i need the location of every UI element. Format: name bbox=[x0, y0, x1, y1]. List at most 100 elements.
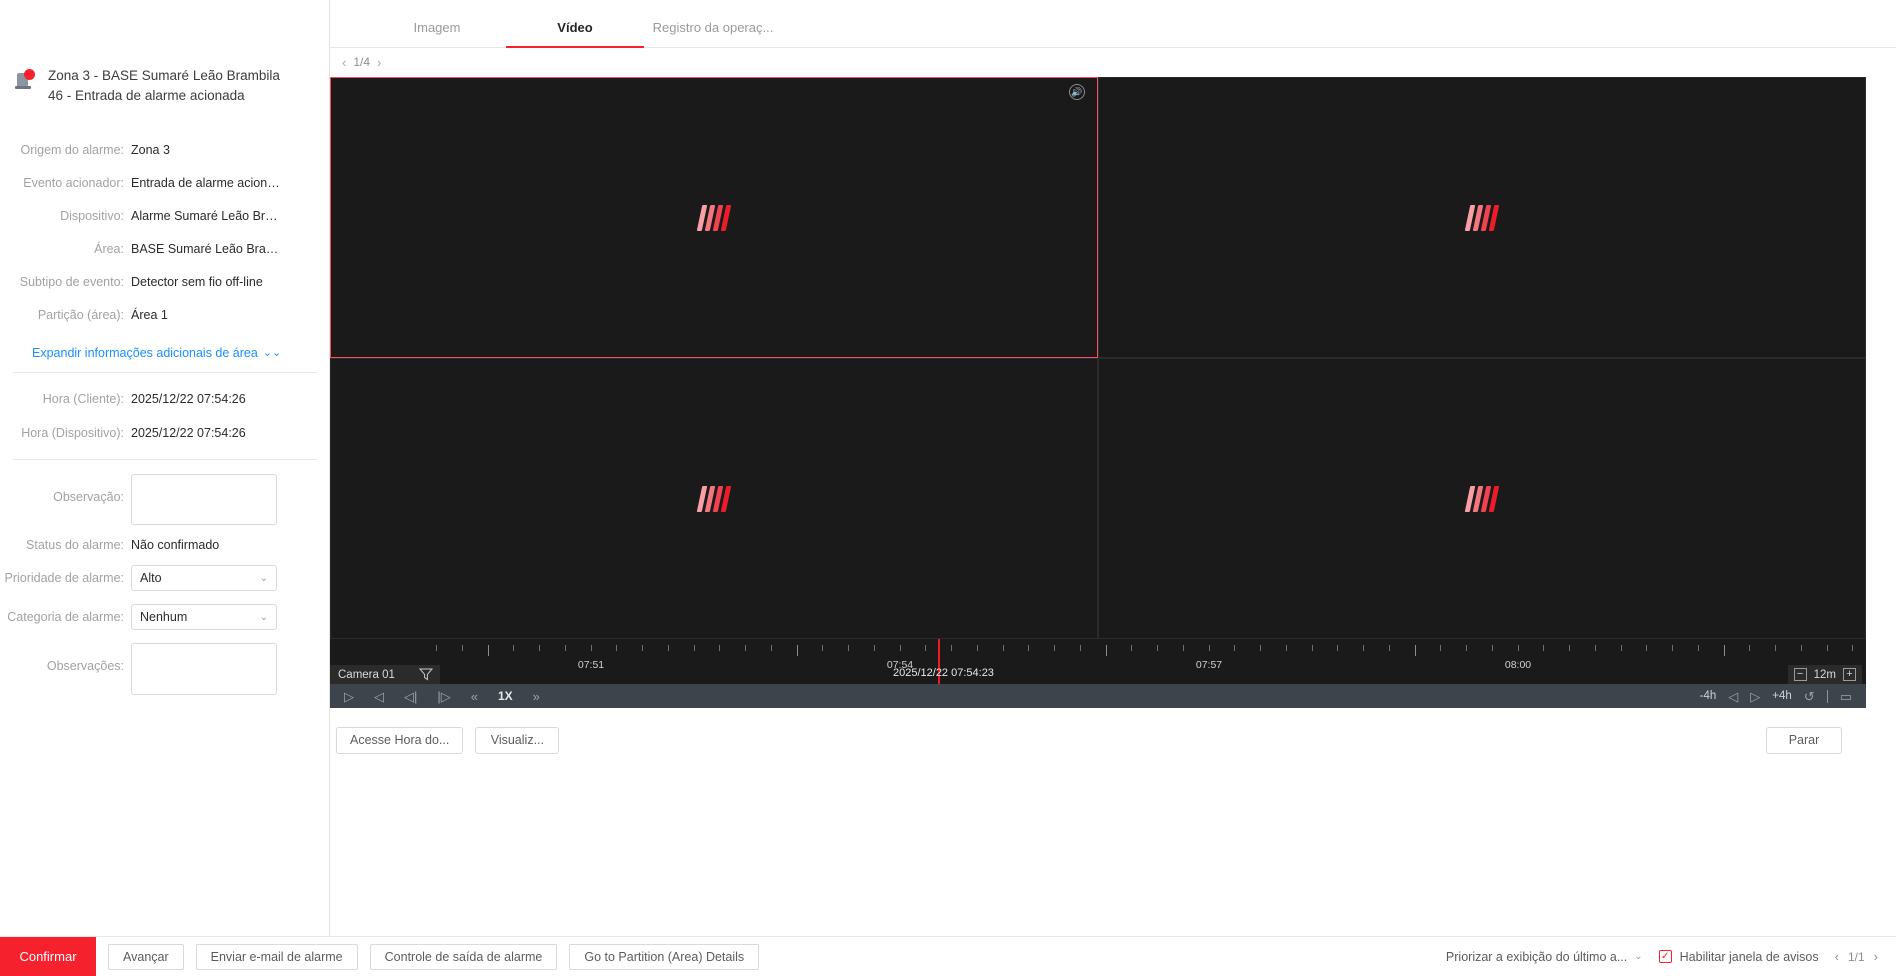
no-signal-icon bbox=[1464, 204, 1500, 231]
no-signal-icon bbox=[696, 485, 732, 512]
video-grid: 🔊 bbox=[330, 77, 1866, 639]
chevron-down-icon: ⌄ bbox=[259, 572, 268, 584]
parar-button[interactable]: Parar bbox=[1766, 726, 1842, 754]
observacoes-row: Observações: bbox=[0, 643, 329, 695]
minus-4h-button[interactable]: -4h bbox=[1699, 690, 1717, 702]
priorizar-exibicao-select[interactable]: Priorizar a exibição do último a... ⌄ bbox=[1446, 950, 1643, 964]
alarm-device-icon bbox=[14, 68, 38, 92]
divider bbox=[12, 459, 317, 460]
timeline-label: 07:57 bbox=[1195, 659, 1223, 671]
detail-row-dispositivo: Dispositivo: Alarme Sumaré Leão Bram... bbox=[0, 208, 329, 225]
playback-speed[interactable]: 1X bbox=[497, 689, 513, 703]
acesse-hora-button[interactable]: Acesse Hora do... bbox=[336, 726, 464, 754]
alarm-time-list: Hora (Cliente): 2025/12/22 07:54:26 Hora… bbox=[0, 373, 329, 442]
status-row: Status do alarme: Não confirmado bbox=[0, 538, 329, 552]
habilitar-janela-avisos-label: Habilitar janela de avisos bbox=[1679, 949, 1819, 964]
tab-video[interactable]: Vídeo bbox=[506, 20, 644, 48]
playback-timeline[interactable]: 07:51 07:54 07:57 08:00 2025/12/22 07:54… bbox=[330, 639, 1866, 684]
expand-area-info-link[interactable]: Expandir informações adicionais de área … bbox=[0, 340, 329, 360]
detail-value: Zona 3 bbox=[131, 143, 170, 157]
chevron-double-down-icon: ⌄⌄ bbox=[262, 346, 282, 359]
chevron-down-icon: ⌄ bbox=[1634, 951, 1643, 962]
detail-label: Partição (área): bbox=[37, 308, 124, 322]
playback-right-controls: -4h ◁ ▷ +4h ↺ ▭ bbox=[1699, 688, 1866, 704]
go-to-partition-details-button[interactable]: Go to Partition (Area) Details bbox=[569, 943, 760, 970]
detail-label: Dispositivo: bbox=[60, 209, 124, 223]
no-signal-icon bbox=[1464, 485, 1500, 512]
video-tile-4[interactable] bbox=[1098, 358, 1866, 639]
pager-next-icon[interactable]: › bbox=[377, 54, 382, 70]
checkbox-checked-icon: ✓ bbox=[1658, 950, 1672, 963]
play-icon[interactable]: ▷ bbox=[344, 688, 354, 704]
timeline-zoom-out-button[interactable]: − bbox=[1793, 668, 1807, 681]
timeline-zoom-in-button[interactable]: + bbox=[1843, 668, 1856, 681]
video-tile-3[interactable] bbox=[330, 358, 1098, 639]
step-forward-icon[interactable]: |▷ bbox=[437, 688, 451, 704]
tab-imagem[interactable]: Imagem bbox=[413, 20, 461, 35]
habilitar-janela-avisos-checkbox[interactable]: ✓ Habilitar janela de avisos bbox=[1658, 949, 1819, 964]
timeline-zoom-level: 12m bbox=[1813, 668, 1836, 681]
timeline-label: 07:51 bbox=[577, 659, 605, 671]
controle-saida-alarme-button[interactable]: Controle de saída de alarme bbox=[369, 943, 558, 970]
next-segment-icon[interactable]: ▷ bbox=[1750, 688, 1761, 704]
detail-value: Detector sem fio off-line bbox=[131, 275, 263, 289]
visualizar-button[interactable]: Visualiz... bbox=[475, 726, 560, 754]
observacoes-label: Observações: bbox=[46, 659, 124, 673]
prioridade-select[interactable]: Alto ⌄ bbox=[131, 565, 277, 591]
alarm-detail-list: Origem do alarme: Zona 3 Evento acionado… bbox=[0, 106, 329, 324]
pagination-next-icon[interactable]: › bbox=[1873, 949, 1878, 964]
avancar-button[interactable]: Avançar bbox=[108, 943, 184, 970]
alarm-header: Zona 3 - BASE Sumaré Leão Brambila 46 - … bbox=[0, 0, 329, 106]
reverse-play-icon[interactable]: ◁ bbox=[374, 688, 384, 704]
status-value: Não confirmado bbox=[131, 538, 220, 552]
prioridade-value: Alto bbox=[140, 571, 162, 585]
bottom-right-controls: Priorizar a exibição do último a... ⌄ ✓ … bbox=[1446, 949, 1896, 964]
fast-forward-icon[interactable]: » bbox=[532, 688, 540, 704]
prev-segment-icon[interactable]: ◁ bbox=[1728, 688, 1739, 704]
detail-value: BASE Sumaré Leão Brambil... bbox=[131, 242, 283, 256]
categoria-select[interactable]: Nenhum ⌄ bbox=[131, 604, 277, 630]
step-backward-icon[interactable]: ◁| bbox=[404, 688, 418, 704]
detail-row-origem: Origem do alarme: Zona 3 bbox=[0, 142, 329, 159]
detail-label: Origem do alarme: bbox=[20, 143, 124, 157]
video-pager: ‹ 1/4 › bbox=[330, 48, 1896, 76]
plus-4h-button[interactable]: +4h bbox=[1772, 690, 1792, 702]
playback-left-controls: ▷ ◁ ◁| |▷ « 1X » bbox=[330, 690, 540, 703]
confirmar-button[interactable]: Confirmar bbox=[0, 936, 96, 976]
timeline-label: 08:00 bbox=[1504, 659, 1532, 671]
video-action-row: Acesse Hora do... Visualiz... Parar bbox=[330, 720, 1866, 760]
video-tile-2[interactable] bbox=[1098, 77, 1866, 358]
record-camera-icon[interactable]: ▭ bbox=[1839, 688, 1852, 704]
refresh-icon[interactable]: ↺ bbox=[1803, 688, 1815, 704]
detail-label: Evento acionador: bbox=[23, 176, 124, 190]
audio-speaker-icon[interactable]: 🔊 bbox=[1069, 84, 1085, 100]
alarm-info-sidebar: Zona 3 - BASE Sumaré Leão Brambila 46 - … bbox=[0, 0, 330, 936]
observacoes-input[interactable] bbox=[131, 643, 277, 695]
pager-prev-icon[interactable]: ‹ bbox=[342, 54, 347, 70]
time-label: Hora (Dispositivo): bbox=[21, 426, 124, 440]
time-label: Hora (Cliente): bbox=[42, 392, 124, 406]
prioridade-label: Prioridade de alarme: bbox=[4, 571, 124, 585]
filter-icon[interactable] bbox=[419, 667, 433, 681]
rewind-icon[interactable]: « bbox=[470, 688, 478, 704]
video-tile-1[interactable]: 🔊 bbox=[330, 77, 1098, 358]
detail-row-subtipo: Subtipo de evento: Detector sem fio off-… bbox=[0, 274, 329, 291]
chevron-down-icon: ⌄ bbox=[259, 611, 268, 623]
observacao-input[interactable] bbox=[131, 474, 277, 525]
timeline-ruler bbox=[330, 645, 1866, 656]
detail-row-particao: Partição (área): Área 1 bbox=[0, 307, 329, 324]
timeline-playhead[interactable] bbox=[938, 639, 940, 684]
pagination-prev-icon[interactable]: ‹ bbox=[1834, 949, 1839, 964]
time-value: 2025/12/22 07:54:26 bbox=[131, 392, 246, 406]
expand-area-info-label: Expandir informações adicionais de área bbox=[32, 346, 258, 360]
enviar-email-alarme-button[interactable]: Enviar e-mail de alarme bbox=[195, 943, 358, 970]
detail-value: Alarme Sumaré Leão Bram... bbox=[131, 209, 283, 223]
camera-label: Camera 01 bbox=[330, 665, 440, 684]
detail-label: Área: bbox=[94, 242, 124, 256]
priorizar-exibicao-label: Priorizar a exibição do último a... bbox=[1445, 949, 1628, 964]
categoria-label: Categoria de alarme: bbox=[7, 610, 124, 624]
prioridade-row: Prioridade de alarme: Alto ⌄ bbox=[0, 565, 329, 591]
detail-value: Entrada de alarme acionada bbox=[131, 176, 283, 190]
tab-registro-operacao[interactable]: Registro da operaç... bbox=[652, 20, 774, 35]
